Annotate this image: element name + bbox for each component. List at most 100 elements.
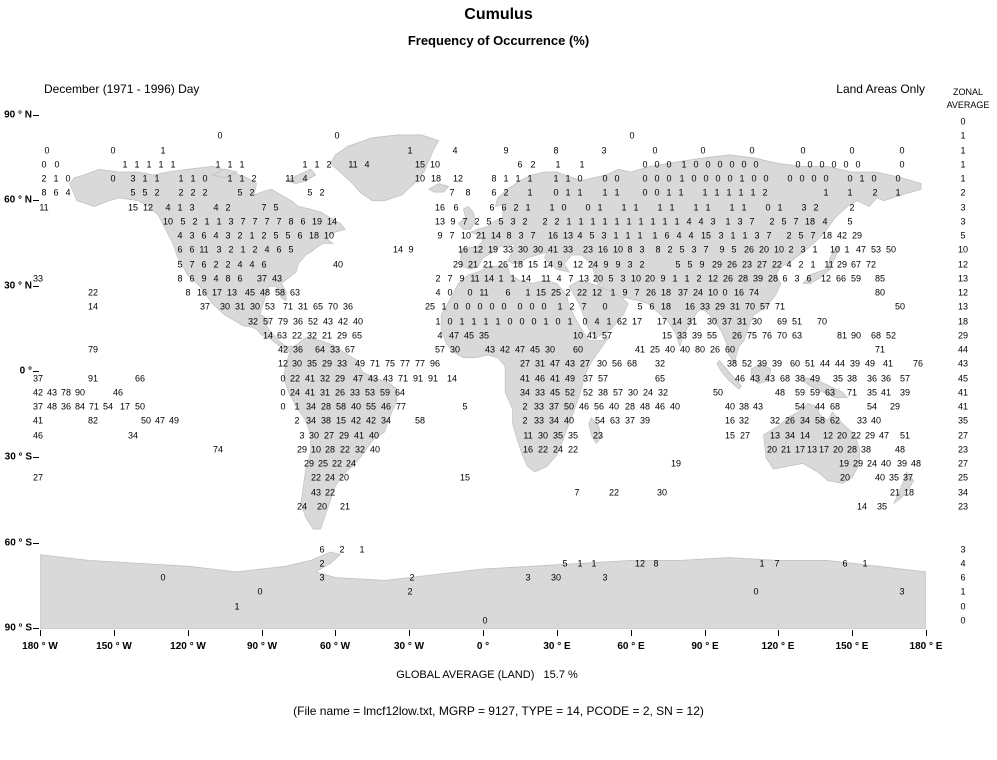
- grid-value: 67: [344, 344, 356, 355]
- grid-value: 3: [189, 202, 195, 213]
- grid-value: 12: [591, 287, 603, 298]
- grid-value: 63: [609, 415, 621, 426]
- grid-value: 57: [899, 373, 911, 384]
- grid-value: 27: [519, 358, 531, 369]
- grid-value: 7: [766, 230, 772, 241]
- grid-value: 40: [870, 415, 882, 426]
- grid-value: 2: [407, 586, 413, 597]
- zonal-average-value: 1: [960, 586, 966, 597]
- grid-value: 14: [490, 230, 502, 241]
- grid-value: 2: [786, 230, 792, 241]
- grid-value: 41: [549, 373, 561, 384]
- grid-value: 1: [359, 544, 365, 555]
- longitude-tick-label: 150 ° E: [835, 641, 869, 652]
- grid-value: 25: [649, 344, 661, 355]
- grid-value: 43: [367, 373, 379, 384]
- grid-value: 0: [602, 173, 608, 184]
- grid-value: 2: [249, 187, 255, 198]
- grid-value: 0: [715, 173, 721, 184]
- grid-value: 2: [326, 159, 332, 170]
- grid-value: 29: [851, 230, 863, 241]
- longitude-tick-label: 150 ° W: [96, 641, 132, 652]
- grid-value: 2: [522, 401, 528, 412]
- zonal-average-value: 27: [957, 430, 969, 441]
- grid-value: 5: [237, 187, 243, 198]
- grid-value: 57: [262, 316, 274, 327]
- grid-value: 1: [777, 202, 783, 213]
- grid-value: 0: [753, 159, 759, 170]
- grid-value: 4: [364, 159, 370, 170]
- grid-value: 41: [304, 387, 316, 398]
- grid-value: 2: [813, 202, 819, 213]
- grid-value: 65: [351, 330, 363, 341]
- grid-value: 39: [771, 358, 783, 369]
- grid-value: 42: [32, 387, 44, 398]
- latitude-tick-mark: [33, 200, 39, 201]
- grid-value: 4: [686, 216, 692, 227]
- grid-value: 71: [774, 301, 786, 312]
- grid-value: 65: [312, 301, 324, 312]
- grid-value: 45: [463, 330, 475, 341]
- latitude-tick-label: 60 ° N: [4, 194, 32, 206]
- grid-value: 5: [687, 259, 693, 270]
- grid-value: 44: [819, 358, 831, 369]
- latitude-tick-mark: [33, 286, 39, 287]
- grid-value: 1: [606, 316, 612, 327]
- grid-value: 63: [791, 330, 803, 341]
- grid-value: 40: [724, 401, 736, 412]
- grid-value: 38: [860, 444, 872, 455]
- grid-value: 3: [601, 230, 607, 241]
- zonal-average-value: 12: [957, 287, 969, 298]
- grid-value: 1: [459, 316, 465, 327]
- grid-value: 1: [525, 287, 531, 298]
- grid-value: 0: [871, 173, 877, 184]
- grid-value: 70: [776, 330, 788, 341]
- grid-value: 1: [672, 273, 678, 284]
- grid-value: 6: [261, 259, 267, 270]
- grid-value: 3: [754, 230, 760, 241]
- grid-value: 41: [880, 387, 892, 398]
- longitude-tick-label: 120 ° E: [761, 641, 795, 652]
- grid-value: 32: [319, 373, 331, 384]
- landmass-madagascar: [588, 416, 602, 445]
- grid-value: 46: [578, 401, 590, 412]
- grid-value: 51: [899, 430, 911, 441]
- grid-value: 2: [41, 173, 47, 184]
- grid-value: 24: [587, 259, 599, 270]
- grid-value: 70: [327, 301, 339, 312]
- grid-value: 4: [594, 316, 600, 327]
- grid-value: 2: [474, 216, 480, 227]
- grid-value: 3: [518, 230, 524, 241]
- grid-value: 2: [513, 202, 519, 213]
- grid-value: 0: [717, 159, 723, 170]
- grid-value: 0: [465, 301, 471, 312]
- grid-value: 62: [829, 415, 841, 426]
- grid-value: 50: [563, 401, 575, 412]
- grid-value: 1: [823, 187, 829, 198]
- grid-value: 2: [569, 301, 575, 312]
- grid-value: 35: [552, 430, 564, 441]
- grid-value: 42: [499, 344, 511, 355]
- grid-value: 1: [154, 173, 160, 184]
- grid-value: 33: [502, 244, 514, 255]
- period-label: December (1971 - 1996) Day: [44, 82, 200, 96]
- grid-value: 0: [654, 173, 660, 184]
- grid-value: 29: [711, 259, 723, 270]
- grid-value: 42: [277, 344, 289, 355]
- grid-value: 45: [244, 287, 256, 298]
- grid-value: 29: [334, 373, 346, 384]
- grid-value: 74: [212, 444, 224, 455]
- grid-value: 6: [501, 202, 507, 213]
- grid-value: 12: [472, 244, 484, 255]
- grid-value: 22: [291, 330, 303, 341]
- grid-value: 28: [767, 273, 779, 284]
- grid-value: 5: [130, 187, 136, 198]
- grid-value: 42: [350, 415, 362, 426]
- grid-value: 85: [874, 273, 886, 284]
- grid-value: 6: [319, 544, 325, 555]
- grid-value: 22: [289, 373, 301, 384]
- grid-value: 5: [177, 259, 183, 270]
- grid-value: 9: [603, 259, 609, 270]
- zonal-average-value: 1: [960, 130, 966, 141]
- grid-value: 34: [380, 415, 392, 426]
